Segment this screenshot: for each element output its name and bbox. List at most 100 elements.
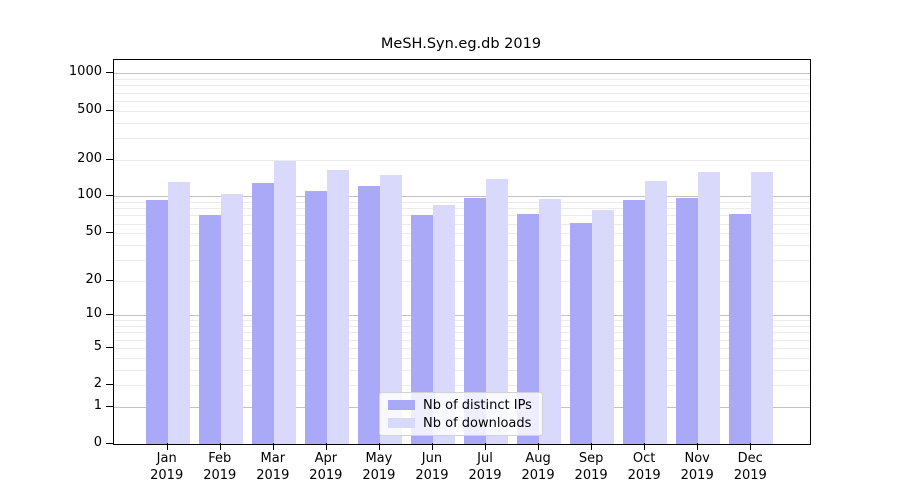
gridline [114, 326, 810, 328]
bar-downloads-feb [220, 193, 243, 444]
gridline [114, 100, 810, 102]
gridline [114, 159, 810, 161]
gridline [114, 223, 810, 225]
x-tick [378, 443, 380, 450]
x-tick [431, 443, 433, 450]
bar-downloads-mar [273, 160, 296, 444]
x-tick-label: Feb 2019 [203, 451, 237, 483]
bar-downloads-sep [592, 209, 615, 444]
y-tick [106, 405, 113, 407]
gridline [114, 357, 810, 359]
gridline [114, 339, 810, 341]
y-tick-label: 2 [93, 376, 102, 392]
x-tick-label: Oct 2019 [627, 451, 661, 483]
gridline [114, 244, 810, 246]
gridline [114, 196, 810, 198]
y-tick-label: 1 [93, 397, 102, 413]
y-tick [106, 158, 113, 160]
legend-entry-downloads: Nb of downloads [380, 416, 542, 431]
bar-distinct-ips-aug [517, 213, 540, 444]
bar-downloads-may [379, 174, 402, 444]
y-tick-label: 1000 [68, 64, 102, 80]
legend: Nb of distinct IPs Nb of downloads [379, 392, 543, 436]
gridline [114, 122, 810, 124]
x-tick [591, 443, 593, 450]
y-tick-label: 10 [85, 306, 102, 322]
bar-downloads-jul [486, 178, 508, 444]
bar-distinct-ips-dec [729, 213, 752, 444]
x-tick-label: Jul 2019 [468, 451, 502, 483]
y-tick [106, 384, 113, 386]
x-tick [750, 443, 752, 450]
x-tick [219, 443, 221, 450]
gridline [114, 110, 810, 112]
y-tick [106, 443, 113, 444]
gridline [114, 92, 810, 94]
y-tick-label: 500 [77, 101, 102, 117]
y-tick [106, 232, 113, 234]
gridline [114, 73, 810, 75]
bar-distinct-ips-sep [570, 222, 593, 444]
y-tick [106, 195, 113, 197]
gridline [114, 320, 810, 322]
bar-distinct-ips-feb [198, 214, 221, 444]
gridline [114, 332, 810, 334]
x-tick [325, 443, 327, 450]
x-tick-label: May 2019 [362, 451, 396, 483]
x-tick [697, 443, 699, 450]
gridline [114, 315, 810, 317]
x-tick-label: Mar 2019 [256, 451, 290, 483]
bar-distinct-ips-may [357, 185, 380, 444]
x-tick-label: Sep 2019 [574, 451, 608, 483]
gridline [114, 137, 810, 139]
x-tick-label: Dec 2019 [733, 451, 767, 483]
legend-label-downloads: Nb of downloads [423, 415, 532, 431]
bar-distinct-ips-jun [410, 214, 433, 444]
gridline [114, 215, 810, 217]
gridline [114, 208, 810, 210]
y-tick [106, 109, 113, 111]
bar-downloads-jan [167, 182, 190, 444]
x-tick-label: Nov 2019 [680, 451, 714, 483]
plot-area [113, 59, 811, 445]
gridline [114, 202, 810, 204]
y-tick [106, 346, 113, 348]
y-tick-label: 200 [77, 150, 102, 166]
gridline [114, 79, 810, 81]
bar-distinct-ips-nov [676, 198, 699, 444]
x-tick-label: Aug 2019 [521, 451, 555, 483]
gridline [114, 85, 810, 87]
legend-swatch-distinct-ips-icon [388, 400, 415, 410]
y-tick-label: 5 [93, 338, 102, 354]
legend-entry-distinct-ips: Nb of distinct IPs [380, 398, 542, 413]
x-tick-label: Apr 2019 [309, 451, 343, 483]
y-tick [106, 72, 113, 74]
bar-downloads-oct [645, 181, 668, 444]
bar-downloads-jun [432, 205, 455, 444]
bar-distinct-ips-oct [623, 199, 646, 444]
x-tick [272, 443, 274, 450]
legend-label-distinct-ips: Nb of distinct IPs [423, 397, 532, 413]
chart-title: MeSH.Syn.eg.db 2019 [380, 36, 542, 52]
x-tick-label: Jun 2019 [415, 451, 449, 483]
bar-downloads-aug [539, 198, 562, 444]
x-tick [166, 443, 168, 450]
bar-distinct-ips-jul [464, 197, 486, 444]
gridline [114, 369, 810, 371]
bar-downloads-dec [751, 172, 774, 444]
gridline [114, 347, 810, 349]
gridline [114, 259, 810, 261]
y-tick-label: 0 [93, 435, 102, 450]
y-tick-label: 20 [85, 271, 102, 287]
y-tick-label: 100 [77, 187, 102, 203]
bar-downloads-apr [326, 170, 349, 444]
gridline [114, 233, 810, 235]
bar-downloads-nov [698, 171, 721, 444]
x-tick [644, 443, 646, 450]
y-tick-label: 50 [85, 224, 102, 240]
x-tick [538, 443, 540, 450]
legend-swatch-downloads-icon [388, 418, 415, 428]
gridline [114, 280, 810, 282]
y-tick [106, 314, 113, 316]
